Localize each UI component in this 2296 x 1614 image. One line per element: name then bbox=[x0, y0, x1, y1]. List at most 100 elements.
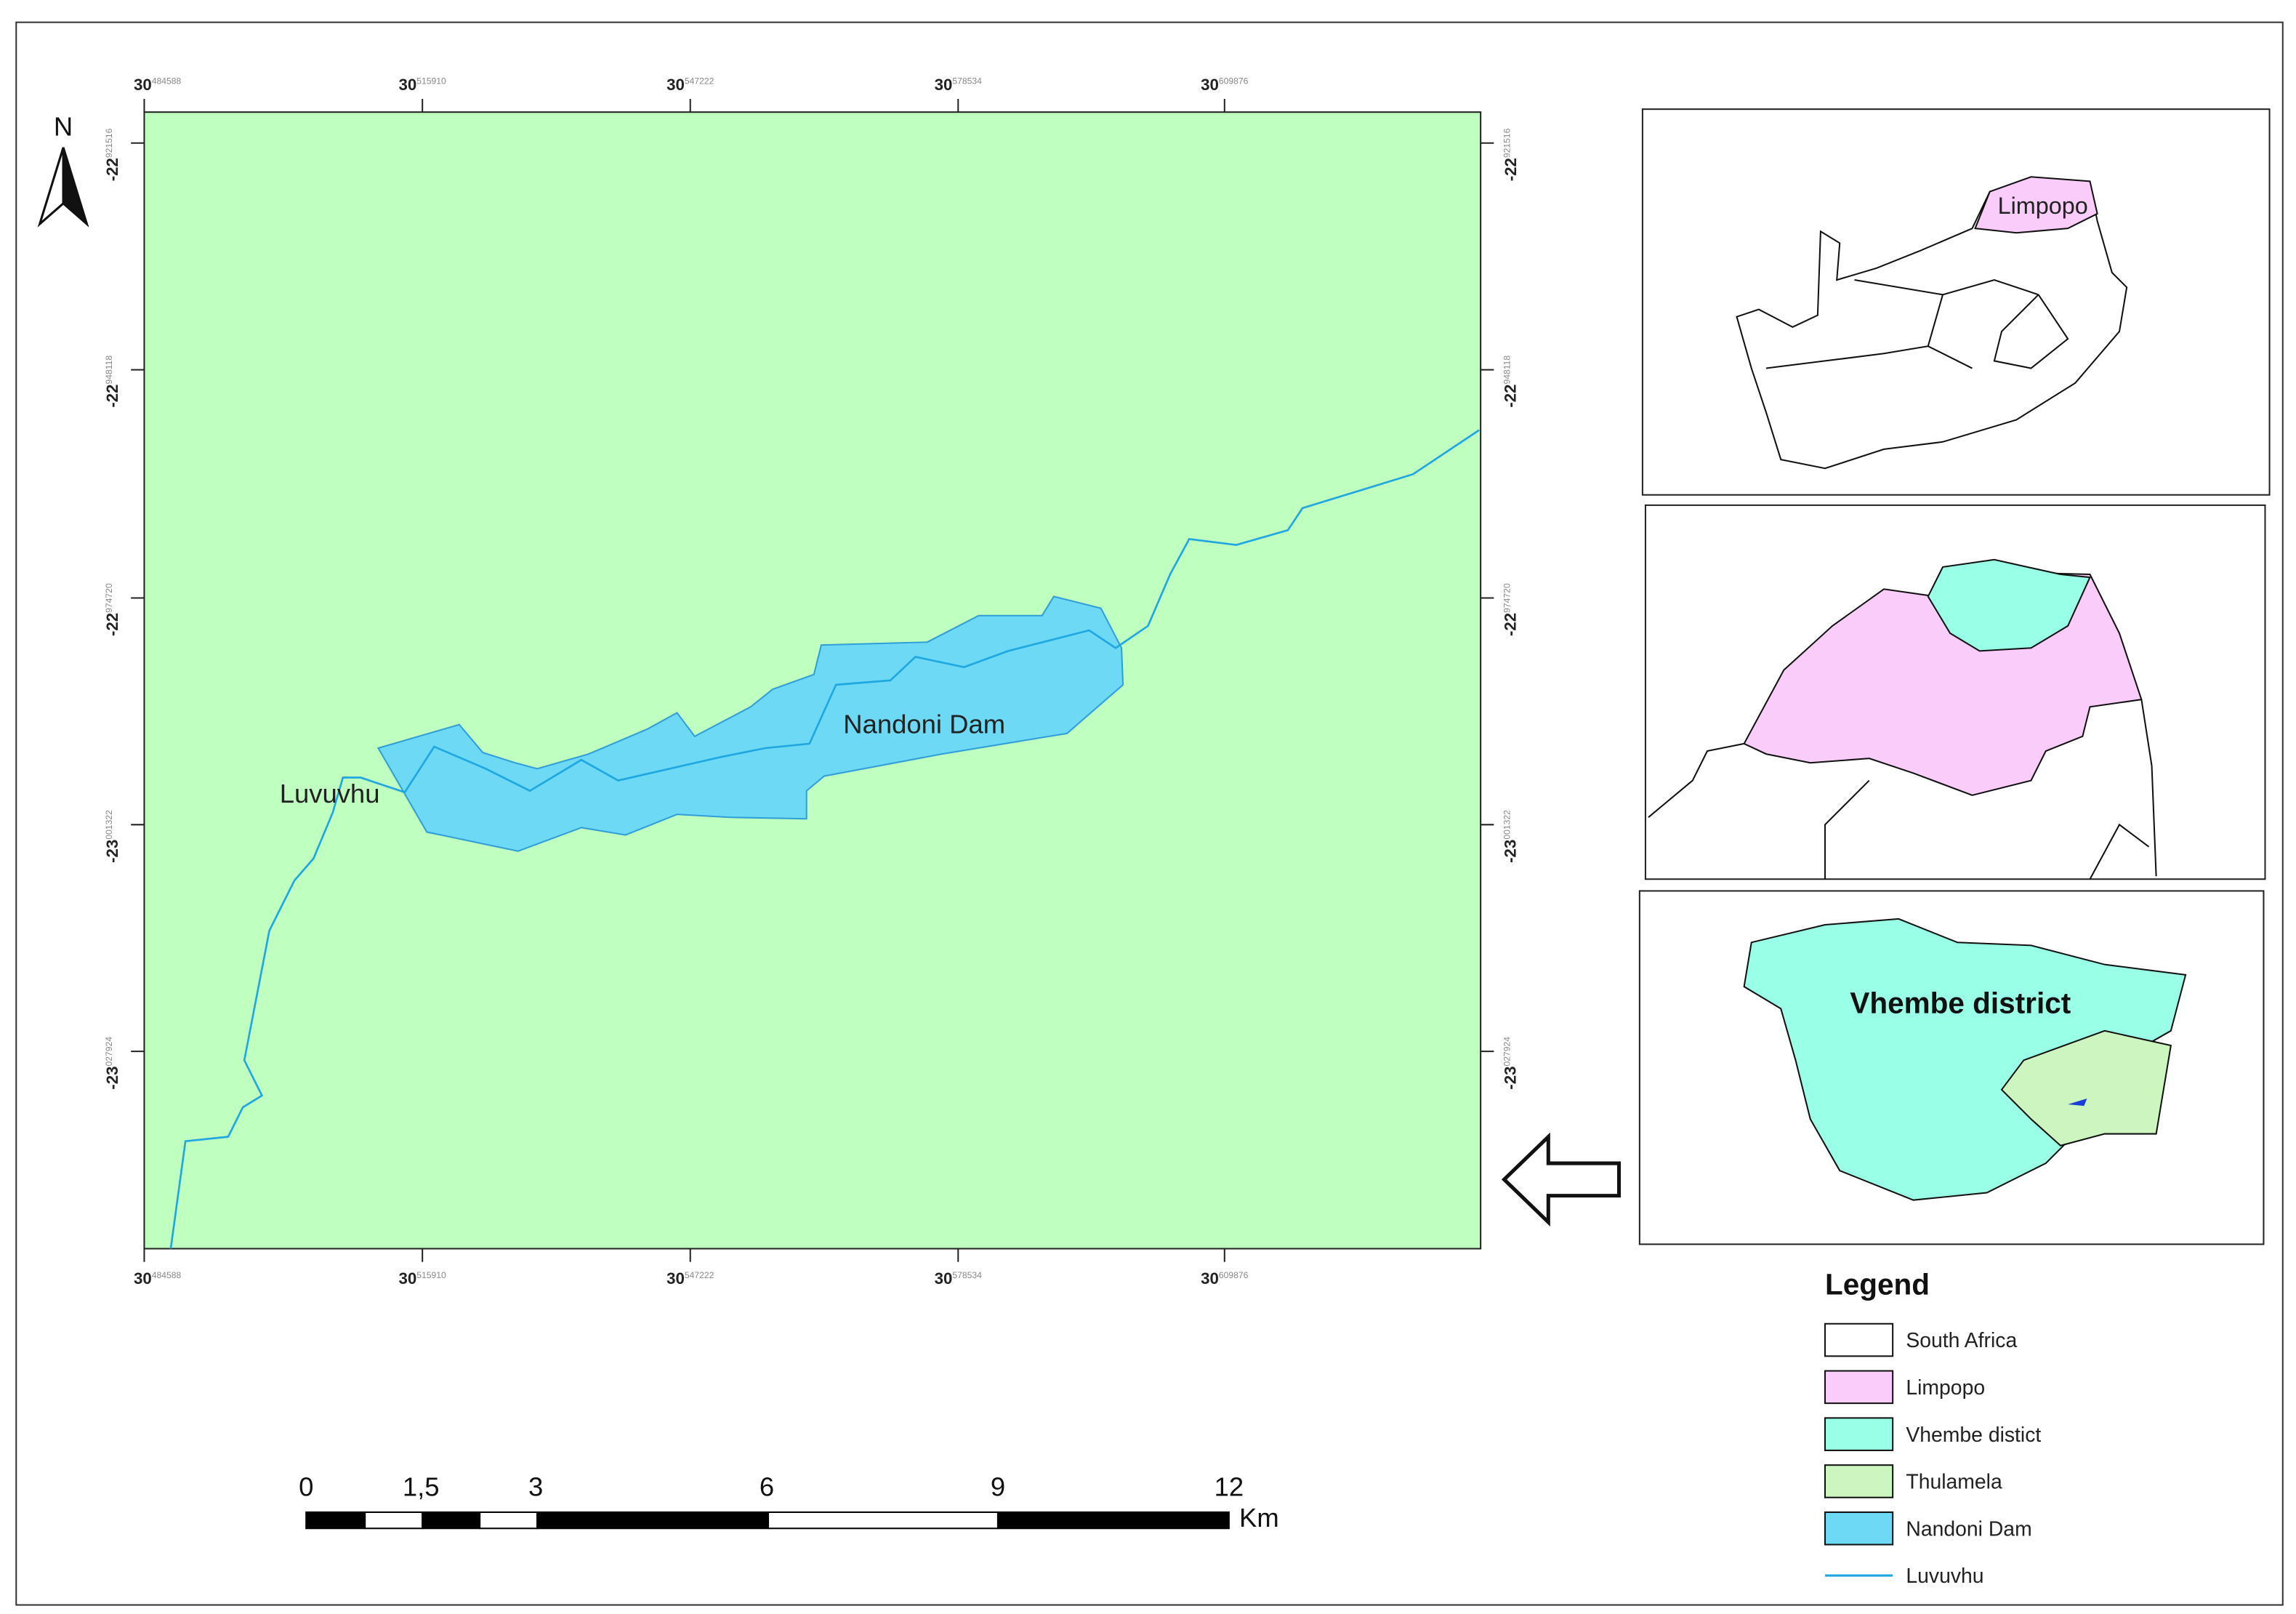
scale-label: 9 bbox=[991, 1472, 1005, 1502]
province-borders bbox=[1765, 278, 2069, 369]
grid-labels: 3048458830484588305159103051591030547222… bbox=[103, 76, 1520, 1288]
vhembe-shape bbox=[1927, 558, 2092, 652]
grid-label-fraction: 578534 bbox=[952, 1270, 982, 1280]
legend-swatch bbox=[1824, 1417, 1894, 1451]
grid-label-degree: 30 bbox=[134, 76, 152, 94]
river-label: Luvuvhu bbox=[280, 779, 380, 808]
scale-label: 6 bbox=[760, 1472, 774, 1502]
legend-swatch bbox=[1824, 1370, 1894, 1405]
grid-label-fraction: 027924 bbox=[104, 1037, 114, 1067]
thulamela-shape bbox=[2000, 1029, 2172, 1147]
river bbox=[169, 429, 1480, 1249]
grid-label: -22974720 bbox=[103, 583, 121, 636]
scale-label: 12 bbox=[1215, 1472, 1244, 1502]
grid-label-fraction: 484588 bbox=[152, 1270, 182, 1280]
grid-label-fraction: 974720 bbox=[1502, 583, 1512, 613]
grid-label-degree: 30 bbox=[666, 76, 685, 94]
grid-label-degree: 30 bbox=[399, 76, 417, 94]
grid-label-fraction: 515910 bbox=[416, 1270, 446, 1280]
grid-label-fraction: 578534 bbox=[952, 76, 982, 87]
grid-label-degree: -22 bbox=[103, 384, 121, 407]
grid-label: -23027924 bbox=[103, 1037, 121, 1090]
grid-label-degree: 30 bbox=[666, 1269, 685, 1288]
grid-label: -22948118 bbox=[1502, 356, 1520, 408]
grid-label-degree: -22 bbox=[1502, 158, 1520, 181]
grid-label-degree: 30 bbox=[935, 76, 953, 94]
legend: South Africa Limpopo Vhembe distict Thulame… bbox=[1824, 1322, 2041, 1588]
scale-label: 3 bbox=[528, 1472, 543, 1502]
grid-label: -23027924 bbox=[1502, 1037, 1520, 1090]
grid-label-fraction: 027924 bbox=[1502, 1037, 1512, 1067]
grid-label-fraction: 547222 bbox=[685, 1270, 714, 1280]
grid-label: 30484588 bbox=[134, 1269, 182, 1288]
grid-label: -22921516 bbox=[103, 128, 121, 181]
scale-unit: Km bbox=[1239, 1503, 1279, 1533]
legend-label: Luvuvhu bbox=[1906, 1565, 1983, 1588]
grid-label-fraction: 974720 bbox=[104, 583, 114, 613]
grid-label: -23001322 bbox=[1502, 810, 1520, 863]
dam-mark bbox=[2068, 1098, 2087, 1107]
grid-label-fraction: 921516 bbox=[1502, 128, 1512, 158]
grid-label: 30578534 bbox=[935, 76, 983, 94]
grid-label-fraction: 484588 bbox=[152, 76, 182, 87]
scale-segment bbox=[768, 1511, 999, 1530]
grid-label-degree: 30 bbox=[134, 1269, 152, 1288]
grid-label-fraction: 001322 bbox=[104, 810, 114, 840]
legend-label: South Africa bbox=[1906, 1329, 2017, 1352]
grid-label-degree: 30 bbox=[1201, 1269, 1219, 1288]
grid-label: 30484588 bbox=[134, 76, 182, 94]
scale-label: 0 bbox=[299, 1472, 313, 1502]
legend-swatch bbox=[1824, 1464, 1894, 1498]
north-arrow bbox=[62, 147, 89, 228]
legend-label: Thulamela bbox=[1906, 1471, 2002, 1494]
grid-label-fraction: 515910 bbox=[416, 76, 446, 87]
legend-swatch bbox=[1824, 1511, 1894, 1546]
scale-segment bbox=[536, 1511, 770, 1530]
grid-label: -22948118 bbox=[103, 356, 121, 408]
scale-segment bbox=[479, 1511, 539, 1530]
legend-label: Limpopo bbox=[1906, 1376, 1985, 1400]
grid-label: -22974720 bbox=[1502, 583, 1520, 636]
grid-label-degree: 30 bbox=[935, 1269, 953, 1288]
grid-label: -22921516 bbox=[1502, 128, 1520, 181]
grid-label-degree: -23 bbox=[1502, 840, 1520, 863]
grid-label: 30547222 bbox=[666, 1269, 714, 1288]
neighbour-borders bbox=[1648, 699, 2157, 880]
grid-label-degree: -22 bbox=[103, 613, 121, 636]
grid-label-degree: -23 bbox=[103, 840, 121, 863]
locator-arrow bbox=[1501, 1132, 1622, 1227]
scale-segment bbox=[364, 1511, 424, 1530]
inset-label: Vhembe district bbox=[1850, 987, 2071, 1020]
grid-label-fraction: 609876 bbox=[1219, 1270, 1249, 1280]
grid-label-degree: -23 bbox=[1502, 1067, 1520, 1090]
grid-label: 30547222 bbox=[666, 76, 714, 94]
legend-label: Vhembe distict bbox=[1906, 1424, 2041, 1447]
grid-label-fraction: 948118 bbox=[104, 356, 114, 385]
grid-label-degree: 30 bbox=[1201, 76, 1219, 94]
grid-label: 30578534 bbox=[935, 1269, 983, 1288]
grid-label-degree: -22 bbox=[1502, 384, 1520, 407]
grid-label: 30515910 bbox=[399, 1269, 447, 1288]
scale-label: 1,5 bbox=[403, 1472, 440, 1502]
grid-label-degree: 30 bbox=[399, 1269, 417, 1288]
grid-label-fraction: 948118 bbox=[1502, 356, 1512, 385]
inset-label: Limpopo bbox=[1998, 193, 2088, 219]
grid-label: 30609876 bbox=[1201, 76, 1249, 94]
scale-segment bbox=[422, 1511, 481, 1530]
dam-label: Nandoni Dam bbox=[843, 710, 1005, 739]
grid-label: 30515910 bbox=[399, 76, 447, 94]
grid-label-fraction: 609876 bbox=[1219, 76, 1249, 87]
north-label: N bbox=[54, 112, 73, 142]
grid-label-fraction: 547222 bbox=[685, 76, 714, 87]
grid-label-fraction: 921516 bbox=[104, 128, 114, 158]
grid-label: -23001322 bbox=[103, 810, 121, 863]
grid-label: 30609876 bbox=[1201, 1269, 1249, 1288]
grid-label-degree: -22 bbox=[103, 158, 121, 181]
legend-title: Legend bbox=[1825, 1267, 1930, 1301]
grid-label-degree: -22 bbox=[1502, 613, 1520, 636]
legend-label: Nandoni Dam bbox=[1906, 1517, 2031, 1541]
south-africa-outline bbox=[1736, 183, 2128, 470]
